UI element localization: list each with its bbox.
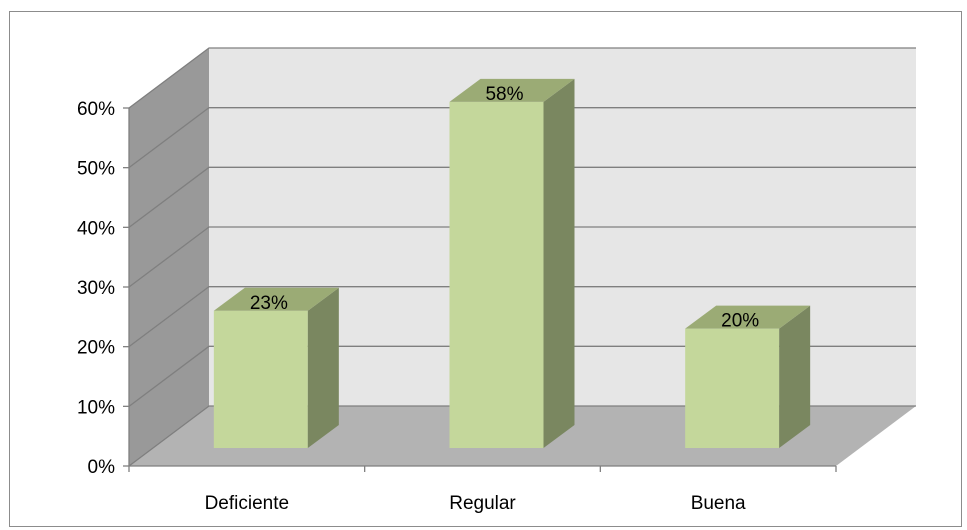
x-axis-category-labels: Deficiente Regular Buena [205, 493, 746, 514]
bar-front [213, 310, 308, 448]
gridline [128, 226, 916, 288]
bar-front [449, 101, 544, 448]
gridline [128, 107, 916, 169]
y-tick-label: 50% [77, 159, 115, 180]
bar-top [213, 287, 339, 311]
bar-deficiente [213, 287, 339, 448]
bar-top [449, 78, 575, 102]
bar-buena [685, 305, 811, 448]
x-category-label: Buena [691, 493, 746, 514]
y-tick-label: 30% [77, 278, 115, 299]
y-tick-label: 10% [77, 397, 115, 418]
gridline [128, 166, 916, 228]
x-category-label: Regular [449, 493, 516, 514]
gridline [128, 405, 916, 467]
bar-side [779, 305, 811, 448]
gridline [128, 345, 916, 407]
gridline [128, 286, 916, 348]
bar-side [307, 287, 339, 448]
data-labels: 23% 58% 20% [250, 84, 759, 332]
bar-side [543, 78, 575, 448]
data-label: 20% [721, 311, 759, 332]
bar-regular [449, 78, 575, 448]
y-tick-label: 20% [77, 338, 115, 359]
bar-front [685, 328, 780, 448]
bar-top [685, 305, 811, 329]
bars [213, 78, 811, 448]
gridline [128, 47, 916, 109]
data-label: 23% [250, 293, 288, 314]
y-tick-label: 0% [88, 457, 116, 478]
data-label: 58% [485, 84, 523, 105]
x-category-label: Deficiente [205, 493, 290, 514]
y-tick-label: 60% [77, 99, 115, 120]
gridlines [128, 47, 916, 467]
y-tick-label: 40% [77, 218, 115, 239]
axes [123, 107, 837, 472]
y-axis-tick-labels: 0% 10% 20% 30% 40% 50% 60% [77, 99, 115, 478]
